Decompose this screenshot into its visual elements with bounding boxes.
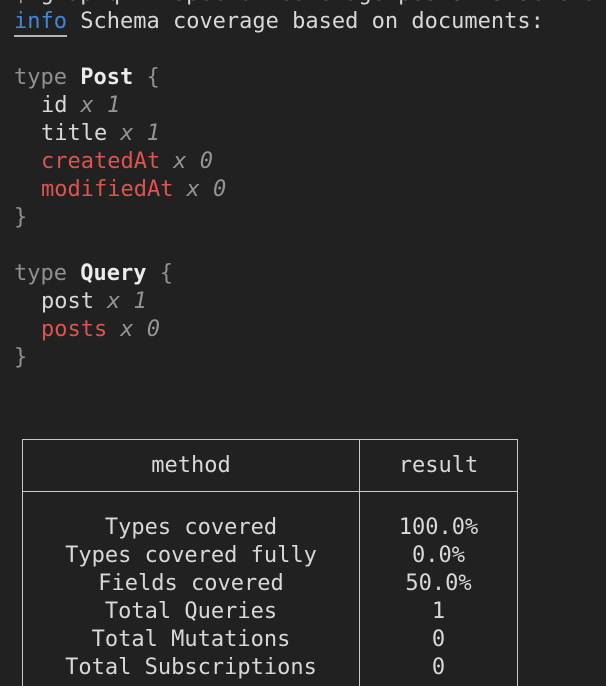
method-column: Types covered Types covered fully Fields…: [23, 492, 360, 686]
open-brace: {: [159, 261, 173, 286]
field-line: title x 1: [14, 120, 606, 148]
field-usage-count: x 1: [120, 121, 160, 146]
type-keyword: type: [14, 261, 67, 286]
field-usage-count: x 0: [173, 149, 213, 174]
coverage-table-body: Types covered Types covered fully Fields…: [23, 492, 517, 686]
blank-line: [14, 36, 606, 64]
coverage-table-header-row: method result: [23, 440, 517, 492]
method-cell: Total Queries: [104, 599, 278, 624]
type-query-close-line: }: [14, 344, 606, 372]
type-query-open-line: type Query {: [14, 260, 606, 288]
header-method: method: [23, 440, 360, 491]
field-line: posts x 0: [14, 316, 606, 344]
result-cell: 0: [431, 627, 446, 652]
clipped-previous-line: $ graphql-inspector coverage posts.ts sc…: [14, 0, 606, 8]
method-cell: Types covered: [104, 515, 278, 540]
method-cell: Total Mutations: [91, 627, 291, 652]
result-column: 100.0% 0.0% 50.0% 1 0 0: [360, 492, 517, 686]
field-name: title: [41, 121, 108, 146]
result-cell: 50.0%: [405, 571, 472, 596]
blank-line: [14, 372, 606, 400]
info-log-level-label: info: [14, 9, 67, 37]
field-line: id x 1: [14, 92, 606, 120]
type-name-query: Query: [80, 261, 147, 286]
method-cell: Fields covered: [98, 571, 284, 596]
field-usage-count: x 0: [120, 317, 160, 342]
result-cell: 0.0%: [412, 543, 465, 568]
close-brace: }: [14, 345, 28, 370]
type-post-close-line: }: [14, 204, 606, 232]
field-line: modifiedAt x 0: [14, 176, 606, 204]
header-result: result: [398, 453, 479, 478]
field-name-uncovered: createdAt: [41, 149, 161, 174]
field-line: createdAt x 0: [14, 148, 606, 176]
info-line: info Schema coverage based on documents:: [14, 8, 606, 37]
field-line: post x 1: [14, 288, 606, 316]
method-cell: Total Subscriptions: [65, 655, 317, 680]
field-usage-count: x 1: [80, 93, 121, 118]
info-message: Schema coverage based on documents:: [80, 9, 544, 34]
type-name-post: Post: [80, 65, 134, 90]
result-cell: 100.0%: [398, 515, 479, 540]
close-brace: }: [14, 205, 28, 230]
result-cell: 1: [431, 599, 446, 624]
field-usage-count: x 1: [106, 289, 147, 314]
field-name-uncovered: modifiedAt: [41, 177, 174, 202]
blank-line: [14, 232, 606, 260]
open-brace: {: [146, 65, 160, 90]
field-usage-count: x 0: [186, 177, 227, 202]
type-post-open-line: type Post {: [14, 64, 606, 92]
field-name: post: [41, 289, 94, 314]
field-name: id: [41, 93, 68, 118]
blank-line: [14, 400, 606, 428]
type-keyword: type: [14, 65, 67, 90]
method-cell: Types covered fully: [65, 543, 317, 568]
field-name-uncovered: posts: [41, 317, 108, 342]
coverage-table: method result Types covered Types covere…: [22, 439, 518, 686]
result-cell: 0: [431, 655, 446, 680]
